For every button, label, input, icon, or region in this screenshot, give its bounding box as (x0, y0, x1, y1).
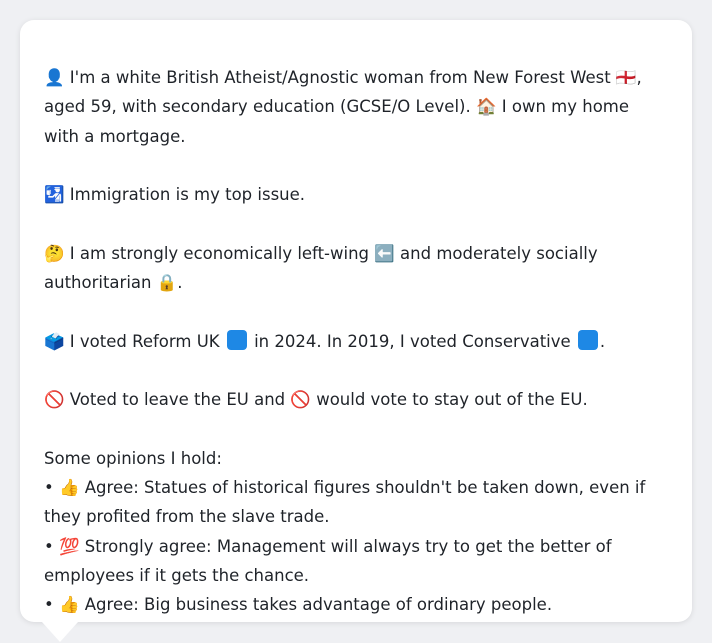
message-bubble: 👤 I'm a white British Atheist/Agnostic w… (20, 20, 692, 622)
opinion-item: • 👍 Agree: Big business takes advantage … (44, 595, 553, 615)
vote-history: 🗳️ I voted Reform UK in 2024. In 2019, I… (44, 327, 668, 356)
opinion-item: • 💯 Strongly agree: Management will alwa… (44, 536, 612, 586)
vote-middle: in 2024. In 2019, I voted Conservative (254, 331, 571, 351)
spacer (44, 151, 668, 180)
spacer (44, 209, 668, 238)
spacer (44, 356, 668, 385)
ideology-text: 🤔 I am strongly economically left-wing ⬅… (44, 243, 598, 293)
bubble-pointer (42, 622, 78, 642)
vote-suffix: . (599, 331, 606, 351)
opinions-heading: Some opinions I hold: (44, 448, 222, 468)
vote-prefix: 🗳️ I voted Reform UK (44, 331, 220, 351)
spacer (44, 297, 668, 326)
intro-text: 👤 I'm a white British Atheist/Agnostic w… (44, 68, 642, 146)
eu-text: 🚫 Voted to leave the EU and 🚫 would vote… (44, 390, 588, 410)
reform-party-color-square (226, 329, 247, 350)
top-issue-text: 🛂 Immigration is my top issue. (44, 185, 306, 205)
conservative-party-color-square (577, 329, 598, 350)
spacer (44, 415, 668, 444)
opinion-item: • 👍 Agree: Statues of historical figures… (44, 478, 646, 527)
